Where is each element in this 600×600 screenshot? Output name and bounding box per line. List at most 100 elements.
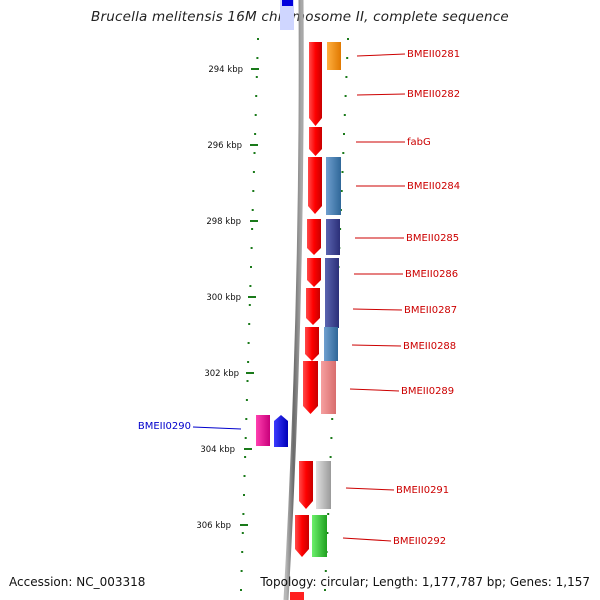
gene-label[interactable]: fabG xyxy=(407,137,431,148)
gene-category-box[interactable] xyxy=(326,157,341,215)
guide-dot xyxy=(324,570,327,572)
gene-arrow[interactable] xyxy=(295,515,309,557)
gene-label[interactable]: BMEII0284 xyxy=(407,181,460,192)
guide-dot xyxy=(339,228,342,230)
gene-category-box[interactable] xyxy=(327,42,341,70)
leader-line xyxy=(352,308,403,311)
guide-dot xyxy=(242,513,245,515)
leader-line xyxy=(342,537,392,542)
accession-text: Accession: NC_003318 xyxy=(9,575,146,589)
guide-dot xyxy=(247,342,250,344)
guide-dot xyxy=(245,418,248,420)
tick-mark xyxy=(240,524,248,526)
top-marker xyxy=(280,0,294,30)
guide-dot xyxy=(344,95,347,97)
guide-dot xyxy=(245,399,248,401)
gene-arrow[interactable] xyxy=(303,361,318,414)
guide-dot xyxy=(240,570,243,572)
gene-category-box[interactable] xyxy=(324,327,338,361)
guide-dot xyxy=(240,589,242,591)
gene-category-box[interactable] xyxy=(316,461,331,509)
gene-label[interactable]: BMEII0290 xyxy=(138,421,191,432)
label-leaders xyxy=(192,53,406,542)
gene-arrow[interactable] xyxy=(306,288,320,325)
tick-label: 298 kbp xyxy=(206,217,241,227)
gene-arrow-reverse[interactable] xyxy=(274,415,288,447)
guide-dot xyxy=(326,532,329,534)
guide-dot xyxy=(254,133,257,135)
guide-dot xyxy=(346,57,349,59)
guide-dot xyxy=(246,380,249,382)
guide-dot xyxy=(250,266,252,268)
tick-label: 296 kbp xyxy=(207,141,242,151)
gene-arrow[interactable] xyxy=(307,219,321,255)
gene-labels: BMEII0281 BMEII0282 fabG BMEII0284 BMEII… xyxy=(138,49,460,547)
gene-category-box[interactable] xyxy=(256,415,270,446)
guide-dot xyxy=(330,437,333,439)
gene-arrow[interactable] xyxy=(309,127,322,156)
guide-dot xyxy=(257,38,259,40)
leader-line xyxy=(345,487,395,491)
gene-label[interactable]: BMEII0285 xyxy=(406,233,459,244)
gene-label[interactable]: BMEII0288 xyxy=(403,341,456,352)
gene-arrow[interactable] xyxy=(308,157,322,214)
gene-arrow[interactable] xyxy=(299,461,313,509)
guide-dot xyxy=(250,247,253,249)
guide-dot xyxy=(251,209,254,211)
tick-mark xyxy=(248,296,256,298)
guide-dot xyxy=(248,323,251,325)
tick-label: 300 kbp xyxy=(206,293,241,303)
top-marker-dark xyxy=(282,0,293,6)
leader-line xyxy=(351,344,402,347)
guide-dot xyxy=(251,228,254,230)
guide-dot xyxy=(331,418,334,420)
gene-label[interactable]: BMEII0292 xyxy=(393,536,446,547)
gene-label[interactable]: BMEII0289 xyxy=(401,386,454,397)
guide-dot xyxy=(252,171,255,173)
guide-dot xyxy=(324,589,326,591)
guide-dot xyxy=(340,190,343,192)
guide-dot xyxy=(244,456,247,458)
inner-dotted-guide xyxy=(240,38,259,591)
guide-dot xyxy=(255,95,258,97)
leader-line xyxy=(192,426,242,430)
tick-mark xyxy=(246,372,254,374)
gene-category-box[interactable] xyxy=(321,361,336,414)
gene-arrow[interactable] xyxy=(305,327,319,361)
leader-line xyxy=(356,53,406,57)
gene-label[interactable]: BMEII0282 xyxy=(407,89,460,100)
guide-dot xyxy=(254,114,257,116)
gene-category-box[interactable] xyxy=(326,219,340,255)
guide-dot xyxy=(256,57,259,59)
guide-dot xyxy=(241,532,244,534)
guide-dot xyxy=(253,152,256,154)
tick-label: 294 kbp xyxy=(208,65,243,75)
gene-category-box[interactable] xyxy=(325,258,339,328)
gene-arrow[interactable] xyxy=(309,42,322,126)
leader-line xyxy=(356,93,406,96)
tick-mark xyxy=(250,220,258,222)
forward-strand-genes xyxy=(295,42,322,557)
tick-label: 306 kbp xyxy=(196,521,231,531)
guide-dot xyxy=(244,437,247,439)
guide-dot xyxy=(243,494,245,496)
gene-category-box[interactable] xyxy=(312,515,327,557)
guide-dot xyxy=(342,152,345,154)
guide-dot xyxy=(247,361,250,363)
guide-dot xyxy=(255,76,258,78)
guide-dot xyxy=(329,456,332,458)
topology-text: Topology: circular; Length: 1,177,787 bp… xyxy=(260,575,590,589)
guide-dot xyxy=(241,551,244,553)
kbp-scale: 294 kbp 296 kbp 298 kbp 300 kbp 302 kbp … xyxy=(196,65,259,531)
gene-label[interactable]: BMEII0287 xyxy=(404,305,457,316)
guide-dot xyxy=(347,38,349,40)
tick-mark xyxy=(251,68,259,70)
tick-mark xyxy=(244,448,252,450)
gene-label[interactable]: BMEII0286 xyxy=(405,269,458,280)
guide-dot xyxy=(252,190,255,192)
gene-label[interactable]: BMEII0281 xyxy=(407,49,460,60)
bottom-marker xyxy=(290,592,304,600)
gene-label[interactable]: BMEII0291 xyxy=(396,485,449,496)
gene-arrow[interactable] xyxy=(307,258,321,287)
leader-line xyxy=(349,388,400,392)
